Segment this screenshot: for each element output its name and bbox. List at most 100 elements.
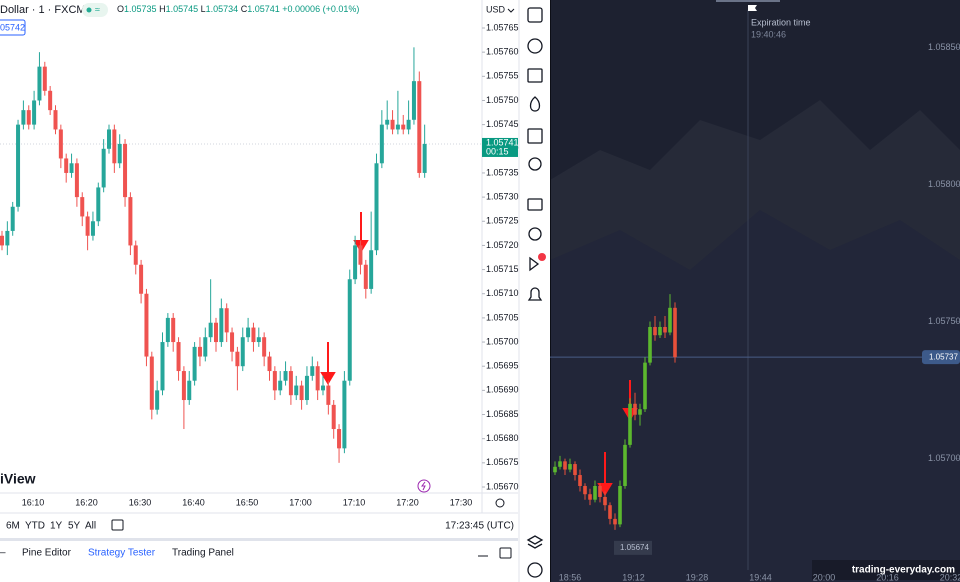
calendar-icon[interactable]	[527, 128, 543, 144]
range-button[interactable]: 5Y	[68, 521, 81, 532]
candle-body	[149, 356, 154, 410]
candle-body	[139, 264, 144, 294]
candle-body	[160, 342, 165, 391]
candle-body	[673, 307, 677, 358]
candle-body	[326, 385, 331, 405]
hotlist-icon[interactable]	[529, 96, 541, 112]
price-tag[interactable]	[0, 19, 26, 36]
settings-icon[interactable]	[495, 498, 505, 508]
y-tick-label: 1.05755	[486, 71, 519, 81]
news-icon[interactable]	[527, 68, 543, 83]
watchlist-icon[interactable]	[527, 7, 543, 23]
candle-body	[246, 327, 251, 338]
currency[interactable]: USD	[486, 4, 506, 14]
chat-icon[interactable]	[527, 198, 543, 211]
x-tick-label: 17:20	[396, 497, 419, 507]
candle-body	[563, 461, 567, 470]
x-tick-label: 17:10	[343, 497, 366, 507]
candle-body	[411, 81, 416, 120]
alert-icon[interactable]	[527, 38, 543, 54]
current-price-label: 1.05737	[929, 352, 958, 361]
candle-body	[96, 187, 101, 222]
candle-body	[251, 327, 256, 343]
watermark: trading-everyday.com	[852, 565, 955, 576]
ohlc-value: 1.05734	[206, 4, 239, 14]
candle-body	[85, 216, 90, 236]
candle-body	[64, 158, 69, 173]
candle-body	[363, 264, 368, 289]
ohlc-line: O1.05735 H1.05745 L1.05734 C1.05741 +0.0…	[117, 4, 359, 14]
y-tick-label: 1.05700	[928, 453, 960, 463]
panel-separator	[0, 538, 518, 541]
candle-body	[347, 279, 352, 381]
candle-body	[176, 342, 181, 372]
candle-body	[219, 308, 224, 343]
candle-body	[80, 197, 85, 217]
logo: iView	[0, 471, 36, 487]
candle-body	[197, 346, 202, 357]
market-open-dot	[86, 7, 92, 13]
notifications-icon[interactable]	[527, 287, 543, 301]
candle-body	[58, 129, 63, 159]
range-button[interactable]: All	[85, 521, 96, 532]
date-range-icon[interactable]	[111, 519, 124, 531]
layers-icon[interactable]	[526, 535, 544, 549]
candle-body	[573, 464, 577, 476]
candle-body	[294, 385, 299, 396]
symbol: Dollar · 1 · FXCM	[0, 4, 86, 16]
candle-body	[638, 409, 642, 415]
candle-body	[214, 322, 218, 343]
candle-body	[123, 143, 128, 198]
x-tick-label: 16:50	[236, 497, 259, 507]
candle-body	[417, 81, 422, 173]
candle-body	[390, 119, 395, 130]
candle-body	[331, 404, 336, 430]
candle-body	[593, 485, 597, 500]
y-tick-label: 1.05680	[486, 433, 519, 443]
ohlc-value: 1.05735	[124, 4, 157, 14]
candle-body	[32, 100, 37, 125]
low-label-box	[614, 540, 652, 555]
candle-body	[42, 66, 47, 91]
y-tick-label: 1.05675	[486, 457, 519, 467]
y-tick-label: 1.05715	[486, 264, 519, 274]
y-tick-label: 1.05705	[486, 312, 519, 322]
current-price-label: 1.05741	[486, 137, 519, 147]
price-tag-text: 05742	[0, 22, 25, 32]
x-tick-label: 18:56	[559, 572, 582, 582]
y-tick-label: 1.05730	[486, 191, 519, 201]
help-icon[interactable]	[527, 562, 543, 578]
streams-icon[interactable]	[528, 227, 542, 241]
ideas-icon[interactable]	[528, 157, 542, 171]
bottom-tab[interactable]: Trading Panel	[172, 548, 234, 559]
y-tick-label: 1.05685	[486, 409, 519, 419]
candle-body	[608, 505, 612, 519]
y-tick-label: 1.05800	[928, 179, 960, 189]
candle-body	[16, 124, 21, 207]
bottom-tab[interactable]: Strategy Tester	[88, 548, 156, 559]
candle-body	[553, 466, 557, 473]
current-price-box	[482, 137, 518, 157]
candle-body	[171, 317, 176, 343]
maximize-icon[interactable]	[499, 547, 512, 559]
candle-body	[26, 110, 31, 125]
lightning-bolt	[421, 481, 426, 491]
candle-body	[262, 337, 267, 357]
y-tick-label: 1.05695	[486, 361, 519, 371]
range-button[interactable]: 6M	[6, 521, 20, 532]
lightning-icon[interactable]	[417, 479, 431, 493]
range-button[interactable]: YTD	[25, 521, 45, 532]
status-icon: ≈	[95, 4, 100, 14]
candle-body	[144, 293, 149, 357]
candle-body	[374, 163, 379, 251]
replay-icon[interactable]	[529, 256, 540, 272]
y-tick-label: 1.05850	[928, 42, 960, 52]
x-tick-label: 20:32	[940, 572, 960, 582]
sidebar	[519, 0, 550, 582]
candle-body	[187, 380, 192, 401]
candle-body	[101, 148, 106, 188]
candle-body	[133, 245, 138, 265]
range-button[interactable]: 1Y	[50, 521, 63, 532]
bottom-tab[interactable]: Pine Editor	[22, 548, 72, 559]
